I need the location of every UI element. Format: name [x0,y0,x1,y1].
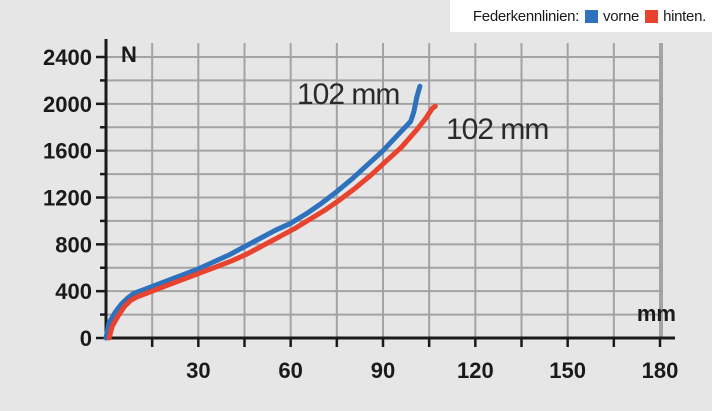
legend-entry-hinten: hinten. [639,8,706,25]
y-tick-label: 2000 [43,92,92,117]
x-tick-label: 90 [371,358,395,383]
annotation-vorne: 102 mm [297,78,399,111]
legend-label-hinten: hinten. [663,7,706,25]
annotation-hinten: 102 mm [446,113,548,146]
x-tick-label: 120 [457,358,494,383]
series-line-hinten [106,103,438,341]
legend: Federkennlinien: vorne hinten. [450,0,712,32]
x-axis-unit: mm [637,301,676,326]
legend-swatch-vorne [585,9,599,23]
y-tick-label: 800 [55,232,92,257]
x-tick-label: 180 [642,358,679,383]
legend-swatch-hinten [645,9,659,23]
legend-entry-vorne: vorne [579,8,639,25]
y-tick-label: 400 [55,279,92,304]
x-tick-label: 150 [549,358,586,383]
series-line-vorne [103,83,423,341]
x-tick-label: 30 [186,358,210,383]
legend-label-vorne: vorne [603,7,640,25]
legend-title: Federkennlinien: [472,7,580,25]
y-axis-unit: N [121,42,137,67]
y-tick-label: 1200 [43,186,92,211]
y-tick-label: 2400 [43,45,92,70]
x-tick-label: 60 [278,358,302,383]
y-tick-label: 1600 [43,139,92,164]
y-tick-label: 0 [80,326,92,351]
